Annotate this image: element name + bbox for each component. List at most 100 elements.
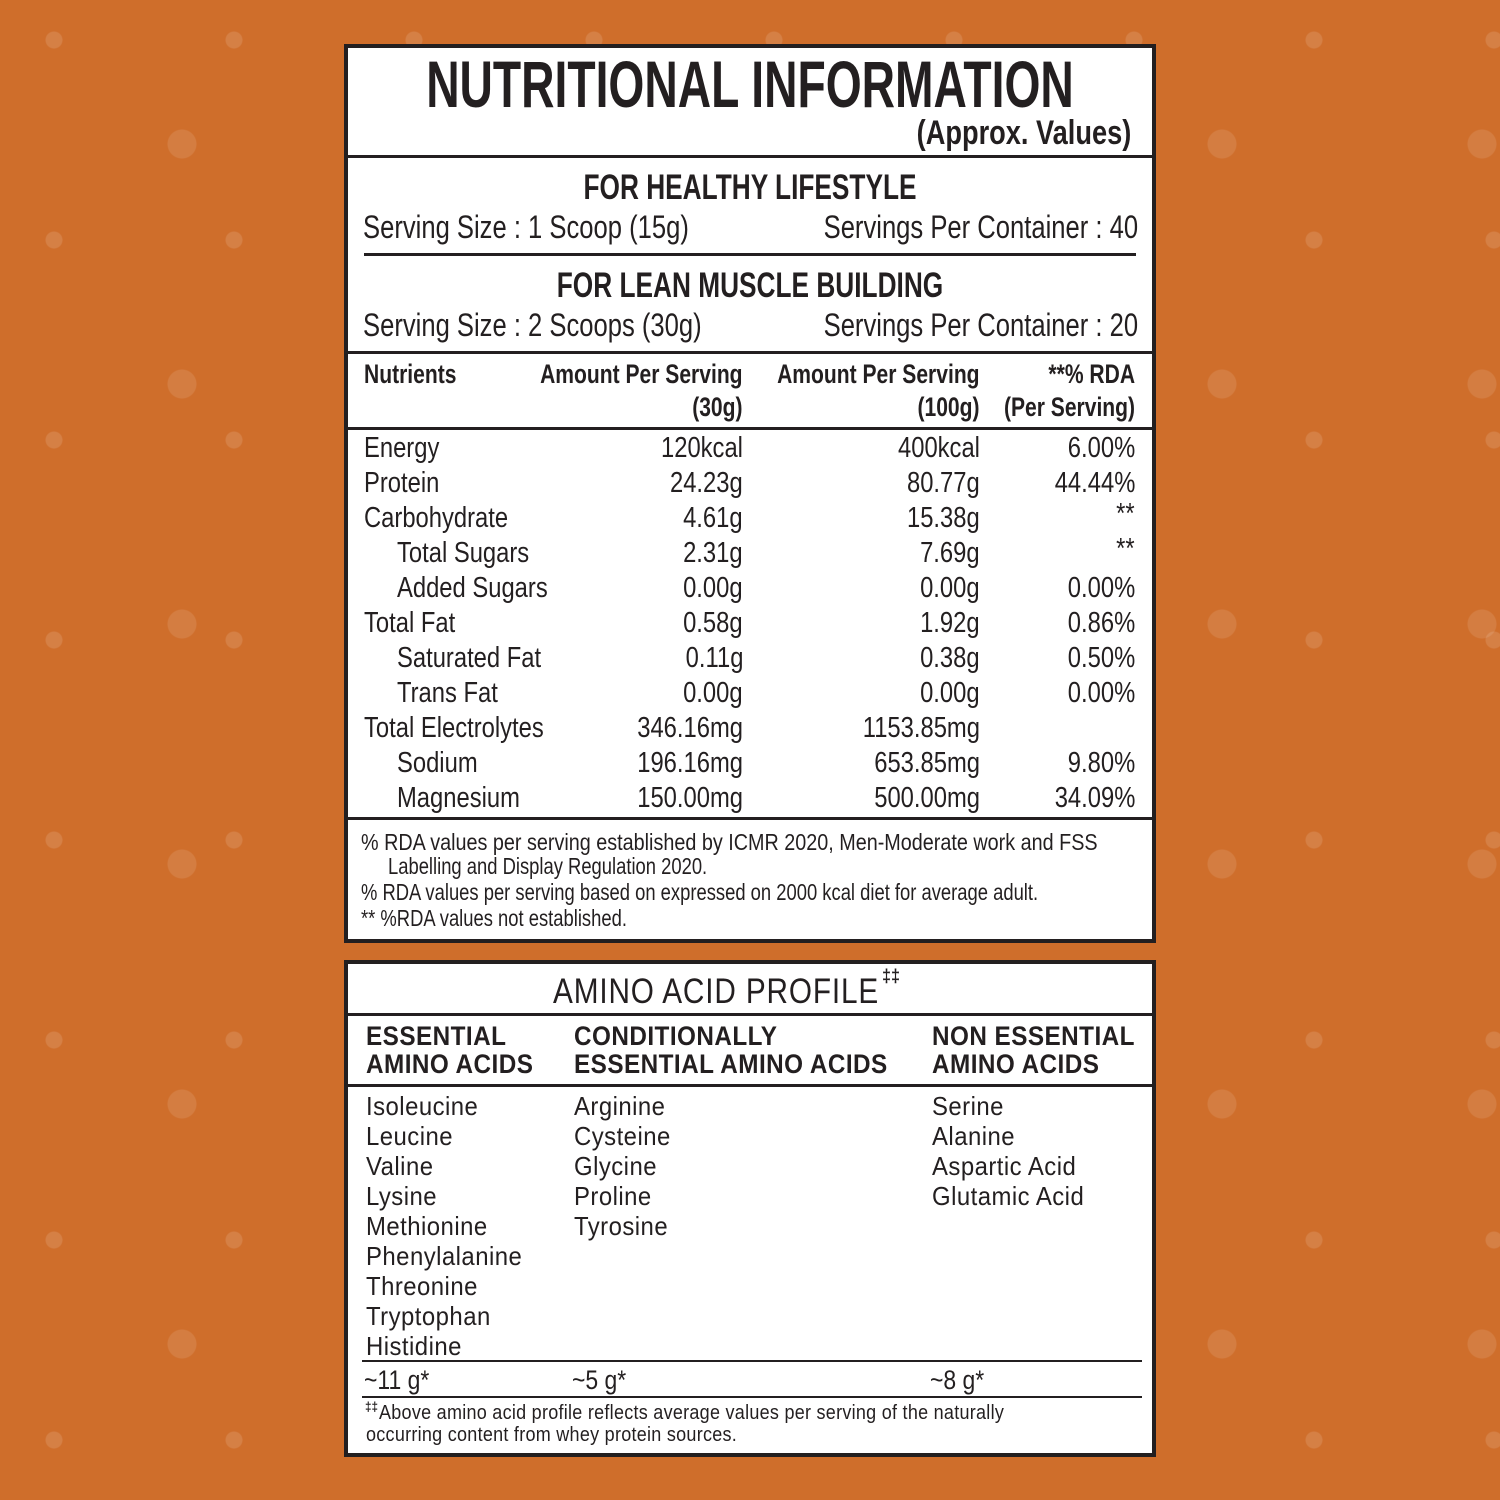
footnote-icmr: % RDA values per serving established by … (361, 828, 1098, 855)
amino-acid-item: Lysine (366, 1181, 438, 1211)
amino-title-divider (344, 1013, 1156, 1016)
amino-acid-item: Alanine (932, 1121, 1016, 1151)
amino-acid-item: Aspartic Acid (932, 1151, 1077, 1181)
page-subtitle: (Approx. Values) (916, 114, 1131, 152)
nutrient-name: Sodium (397, 746, 478, 779)
header-divider (344, 427, 1156, 430)
footnote-2000kcal: % RDA values per serving based on expres… (361, 878, 1039, 905)
header-nutrients: Nutrients (364, 358, 457, 389)
nutrient-amount-100g: 0.00g (920, 676, 980, 709)
nutrient-amount-30g: 120kcal (661, 431, 743, 464)
footnote-icmr-cont: Labelling and Display Regulation 2020. (388, 852, 708, 879)
nutrient-name: Total Fat (364, 606, 456, 639)
nutrient-amount-30g: 0.58g (683, 606, 743, 639)
nutrient-name: Magnesium (397, 781, 520, 814)
nutrient-rda: 6.00% (1067, 431, 1135, 464)
nutrient-amount-100g: 1153.85mg (862, 711, 980, 744)
nutrient-amount-30g: 2.31g (683, 536, 743, 569)
nutrient-amount-100g: 500.00mg (874, 781, 980, 814)
amino-header-divider (344, 1084, 1156, 1087)
amino-acid-item: Threonine (366, 1271, 478, 1301)
nutrient-amount-100g: 0.00g (920, 571, 980, 604)
nutrient-amount-100g: 653.85mg (874, 746, 980, 779)
amino-column-header: CONDITIONALLY (574, 1020, 778, 1051)
nutrient-amount-100g: 400kcal (898, 431, 980, 464)
amino-note-divider (362, 1396, 1142, 1398)
section-divider (344, 351, 1156, 354)
nutrient-amount-100g: 1.92g (920, 606, 980, 639)
amino-total-divider (362, 1360, 1142, 1362)
section-divider (364, 253, 1136, 256)
nutrient-name: Energy (364, 431, 440, 464)
nutrition-panel (344, 44, 1156, 943)
amino-panel (344, 960, 1156, 1457)
amino-acid-item: Valine (366, 1151, 434, 1181)
amino-acid-item: Glutamic Acid (932, 1181, 1085, 1211)
nutrient-rda: 9.80% (1067, 746, 1135, 779)
nutrient-name: Protein (364, 466, 440, 499)
amino-acid-item: Glycine (574, 1151, 657, 1181)
nutrient-name: Saturated Fat (397, 641, 542, 674)
title-divider (344, 155, 1156, 158)
amino-column-header: ESSENTIAL (366, 1020, 507, 1051)
nutrient-rda: 0.50% (1067, 641, 1135, 674)
nutrient-name: Added Sugars (397, 571, 548, 604)
nutrient-rda: ** (1116, 497, 1135, 530)
amino-acid-item: Proline (574, 1181, 652, 1211)
amino-acid-item: Histidine (366, 1331, 462, 1361)
nutrient-rda: 0.00% (1067, 571, 1135, 604)
header-amount-30g: Amount Per Serving (540, 358, 743, 389)
lean-servings: Servings Per Container : 20 (823, 307, 1138, 343)
nutrient-amount-30g: 0.11g (685, 641, 743, 674)
nutrient-amount-100g: 15.38g (907, 501, 980, 534)
header-rda: **% RDA (1048, 358, 1135, 389)
amino-column-header: AMINO ACIDS (366, 1048, 534, 1079)
nutrient-amount-30g: 150.00mg (637, 781, 743, 814)
amino-note-mark: ‡‡ (365, 1398, 379, 1414)
header-amount-100g-unit: (100g) (917, 391, 980, 422)
header-amount-30g-unit: (30g) (692, 391, 743, 422)
nutrient-rda: 34.09% (1054, 781, 1135, 814)
header-amount-100g: Amount Per Serving (777, 358, 980, 389)
amino-acid-item: Phenylalanine (366, 1241, 523, 1271)
healthy-servings: Servings Per Container : 40 (823, 209, 1138, 245)
nutrient-name: Carbohydrate (364, 501, 509, 534)
header-rda-unit: (Per Serving) (1003, 391, 1135, 422)
nutrient-amount-100g: 0.38g (920, 641, 980, 674)
nutrient-amount-30g: 196.16mg (637, 746, 743, 779)
amino-acid-item: Arginine (574, 1091, 666, 1121)
amino-note: Above amino acid profile reflects averag… (379, 1402, 1005, 1424)
amino-acid-item: Methionine (366, 1211, 488, 1241)
amino-acid-item: Cysteine (574, 1121, 671, 1151)
nutrient-amount-30g: 4.61g (683, 501, 743, 534)
amino-title: AMINO ACID PROFILE (553, 971, 880, 1011)
nutrient-amount-30g: 24.23g (670, 466, 743, 499)
nutrient-rda: 0.00% (1067, 676, 1135, 709)
table-bottom-divider (344, 817, 1156, 820)
amino-note-cont: occurring content from whey protein sour… (366, 1424, 738, 1446)
lean-serving-size: Serving Size : 2 Scoops (30g) (363, 307, 702, 343)
amino-column-header: AMINO ACIDS (932, 1048, 1100, 1079)
nutrient-rda: 0.86% (1067, 606, 1135, 639)
amino-column-header: ESSENTIAL AMINO ACIDS (574, 1048, 888, 1079)
nutrient-name: Total Sugars (397, 536, 530, 569)
nutrient-amount-30g: 0.00g (683, 676, 743, 709)
page-title: NUTRITIONAL INFORMATION (426, 47, 1074, 121)
healthy-serving-size: Serving Size : 1 Scoop (15g) (363, 209, 689, 245)
amino-column-total: ~5 g* (572, 1364, 627, 1395)
nutrient-rda: ** (1116, 532, 1135, 565)
nutrient-amount-100g: 80.77g (907, 466, 980, 499)
healthy-heading: FOR HEALTHY LIFESTYLE (583, 167, 917, 207)
nutrient-name: Total Electrolytes (364, 711, 544, 744)
nutrient-rda: 44.44% (1054, 466, 1135, 499)
nutrient-amount-30g: 346.16mg (637, 711, 743, 744)
footnote-not-established: ** %RDA values not established. (361, 904, 627, 931)
amino-acid-item: Serine (932, 1091, 1004, 1121)
nutrient-name: Trans Fat (397, 676, 498, 709)
nutrient-amount-100g: 7.69g (920, 536, 980, 569)
amino-title-mark: ‡‡ (882, 966, 901, 986)
amino-column-total: ~11 g* (364, 1364, 430, 1395)
amino-acid-item: Tyrosine (574, 1211, 669, 1241)
amino-acid-item: Tryptophan (366, 1301, 491, 1331)
lean-heading: FOR LEAN MUSCLE BUILDING (556, 265, 944, 305)
